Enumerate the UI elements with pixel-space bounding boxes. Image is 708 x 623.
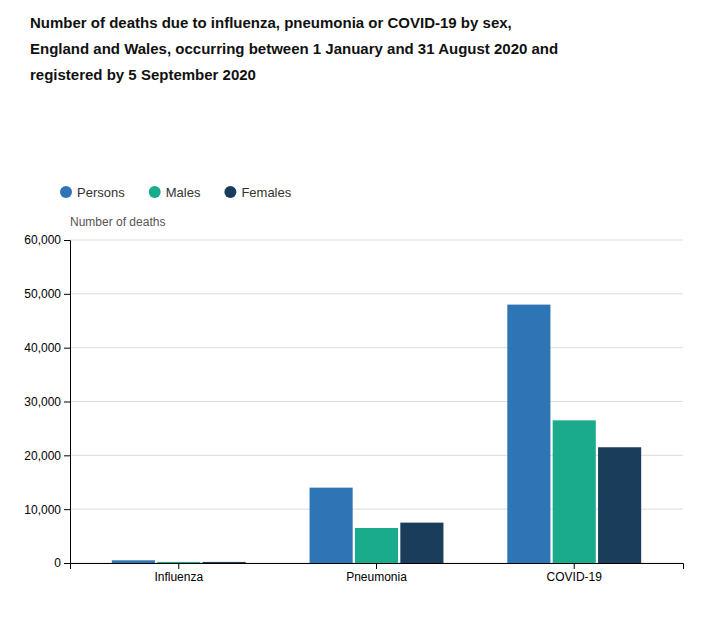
legend-label: Females	[241, 185, 291, 200]
bar	[553, 420, 596, 563]
y-tick: 20,000	[24, 449, 70, 463]
legend-item: Persons	[60, 185, 125, 200]
chart: Number of deaths due to influenza, pneum…	[0, 0, 708, 623]
bar-series	[112, 305, 551, 563]
x-tick: Pneumonia	[346, 563, 407, 584]
y-tick-mark	[64, 348, 70, 349]
legend: Persons Males Females	[60, 185, 292, 200]
y-tick: 0	[54, 556, 70, 570]
y-axis: 0 10,000 20,000 30,000 40,000 50,000 60,000	[24, 233, 70, 570]
bars	[112, 305, 641, 563]
y-tick-label: 30,000	[24, 395, 61, 409]
bar	[157, 562, 200, 563]
y-tick-mark	[64, 563, 70, 564]
legend-item: Males	[149, 185, 201, 200]
y-tick: 50,000	[24, 287, 70, 301]
y-label: Number of deaths	[70, 215, 165, 229]
y-tick: 40,000	[24, 341, 70, 355]
y-tick: 10,000	[24, 503, 70, 517]
bar	[355, 528, 398, 563]
y-tick-label: 60,000	[24, 233, 61, 247]
bar-series	[203, 447, 642, 563]
x-tick-mark	[574, 563, 575, 569]
legend-swatch	[60, 186, 72, 198]
y-tick: 60,000	[24, 233, 70, 247]
grid-line	[70, 293, 683, 294]
y-tick-label: 20,000	[24, 449, 61, 463]
bar	[112, 560, 155, 563]
y-tick-label: 40,000	[24, 341, 61, 355]
title: Number of deaths due to influenza, pneum…	[30, 14, 558, 83]
bar	[310, 488, 353, 563]
plot: 0 10,000 20,000 30,000 40,000 50,000 60,000 Inf…	[24, 233, 683, 583]
y-tick-label: 50,000	[24, 287, 61, 301]
bar	[507, 305, 550, 563]
legend-label: Persons	[77, 185, 125, 200]
x-tick-mark	[376, 563, 377, 569]
bar-series	[157, 420, 596, 563]
x-tick-label: Pneumonia	[346, 570, 407, 584]
y-tick-mark	[64, 294, 70, 295]
y-axis-line	[64, 241, 71, 564]
y-tick-mark	[64, 402, 70, 403]
x-axis-line	[71, 564, 684, 570]
x-axis: Influenza Pneumonia COVID-19	[71, 563, 684, 584]
legend-swatch	[224, 186, 236, 198]
legend-item: Females	[224, 185, 291, 200]
grid	[70, 240, 683, 563]
x-tick: Influenza	[154, 563, 203, 584]
y-tick-mark	[64, 240, 70, 241]
x-tick-mark	[178, 563, 179, 569]
y-tick-label: 0	[54, 556, 61, 570]
bar	[203, 562, 246, 563]
bar	[400, 523, 443, 563]
y-tick-label: 10,000	[24, 503, 61, 517]
x-tick: COVID-19	[547, 563, 603, 584]
grid-line	[70, 401, 683, 402]
y-tick-mark	[64, 509, 70, 510]
legend-label: Males	[166, 185, 201, 200]
y-tick: 30,000	[24, 395, 70, 409]
legend-swatch	[149, 186, 161, 198]
y-tick-mark	[64, 455, 70, 456]
grid-line	[70, 240, 683, 241]
x-tick-label: COVID-19	[547, 570, 603, 584]
bar	[598, 447, 641, 563]
grid-line	[70, 347, 683, 348]
x-tick-label: Influenza	[154, 570, 203, 584]
